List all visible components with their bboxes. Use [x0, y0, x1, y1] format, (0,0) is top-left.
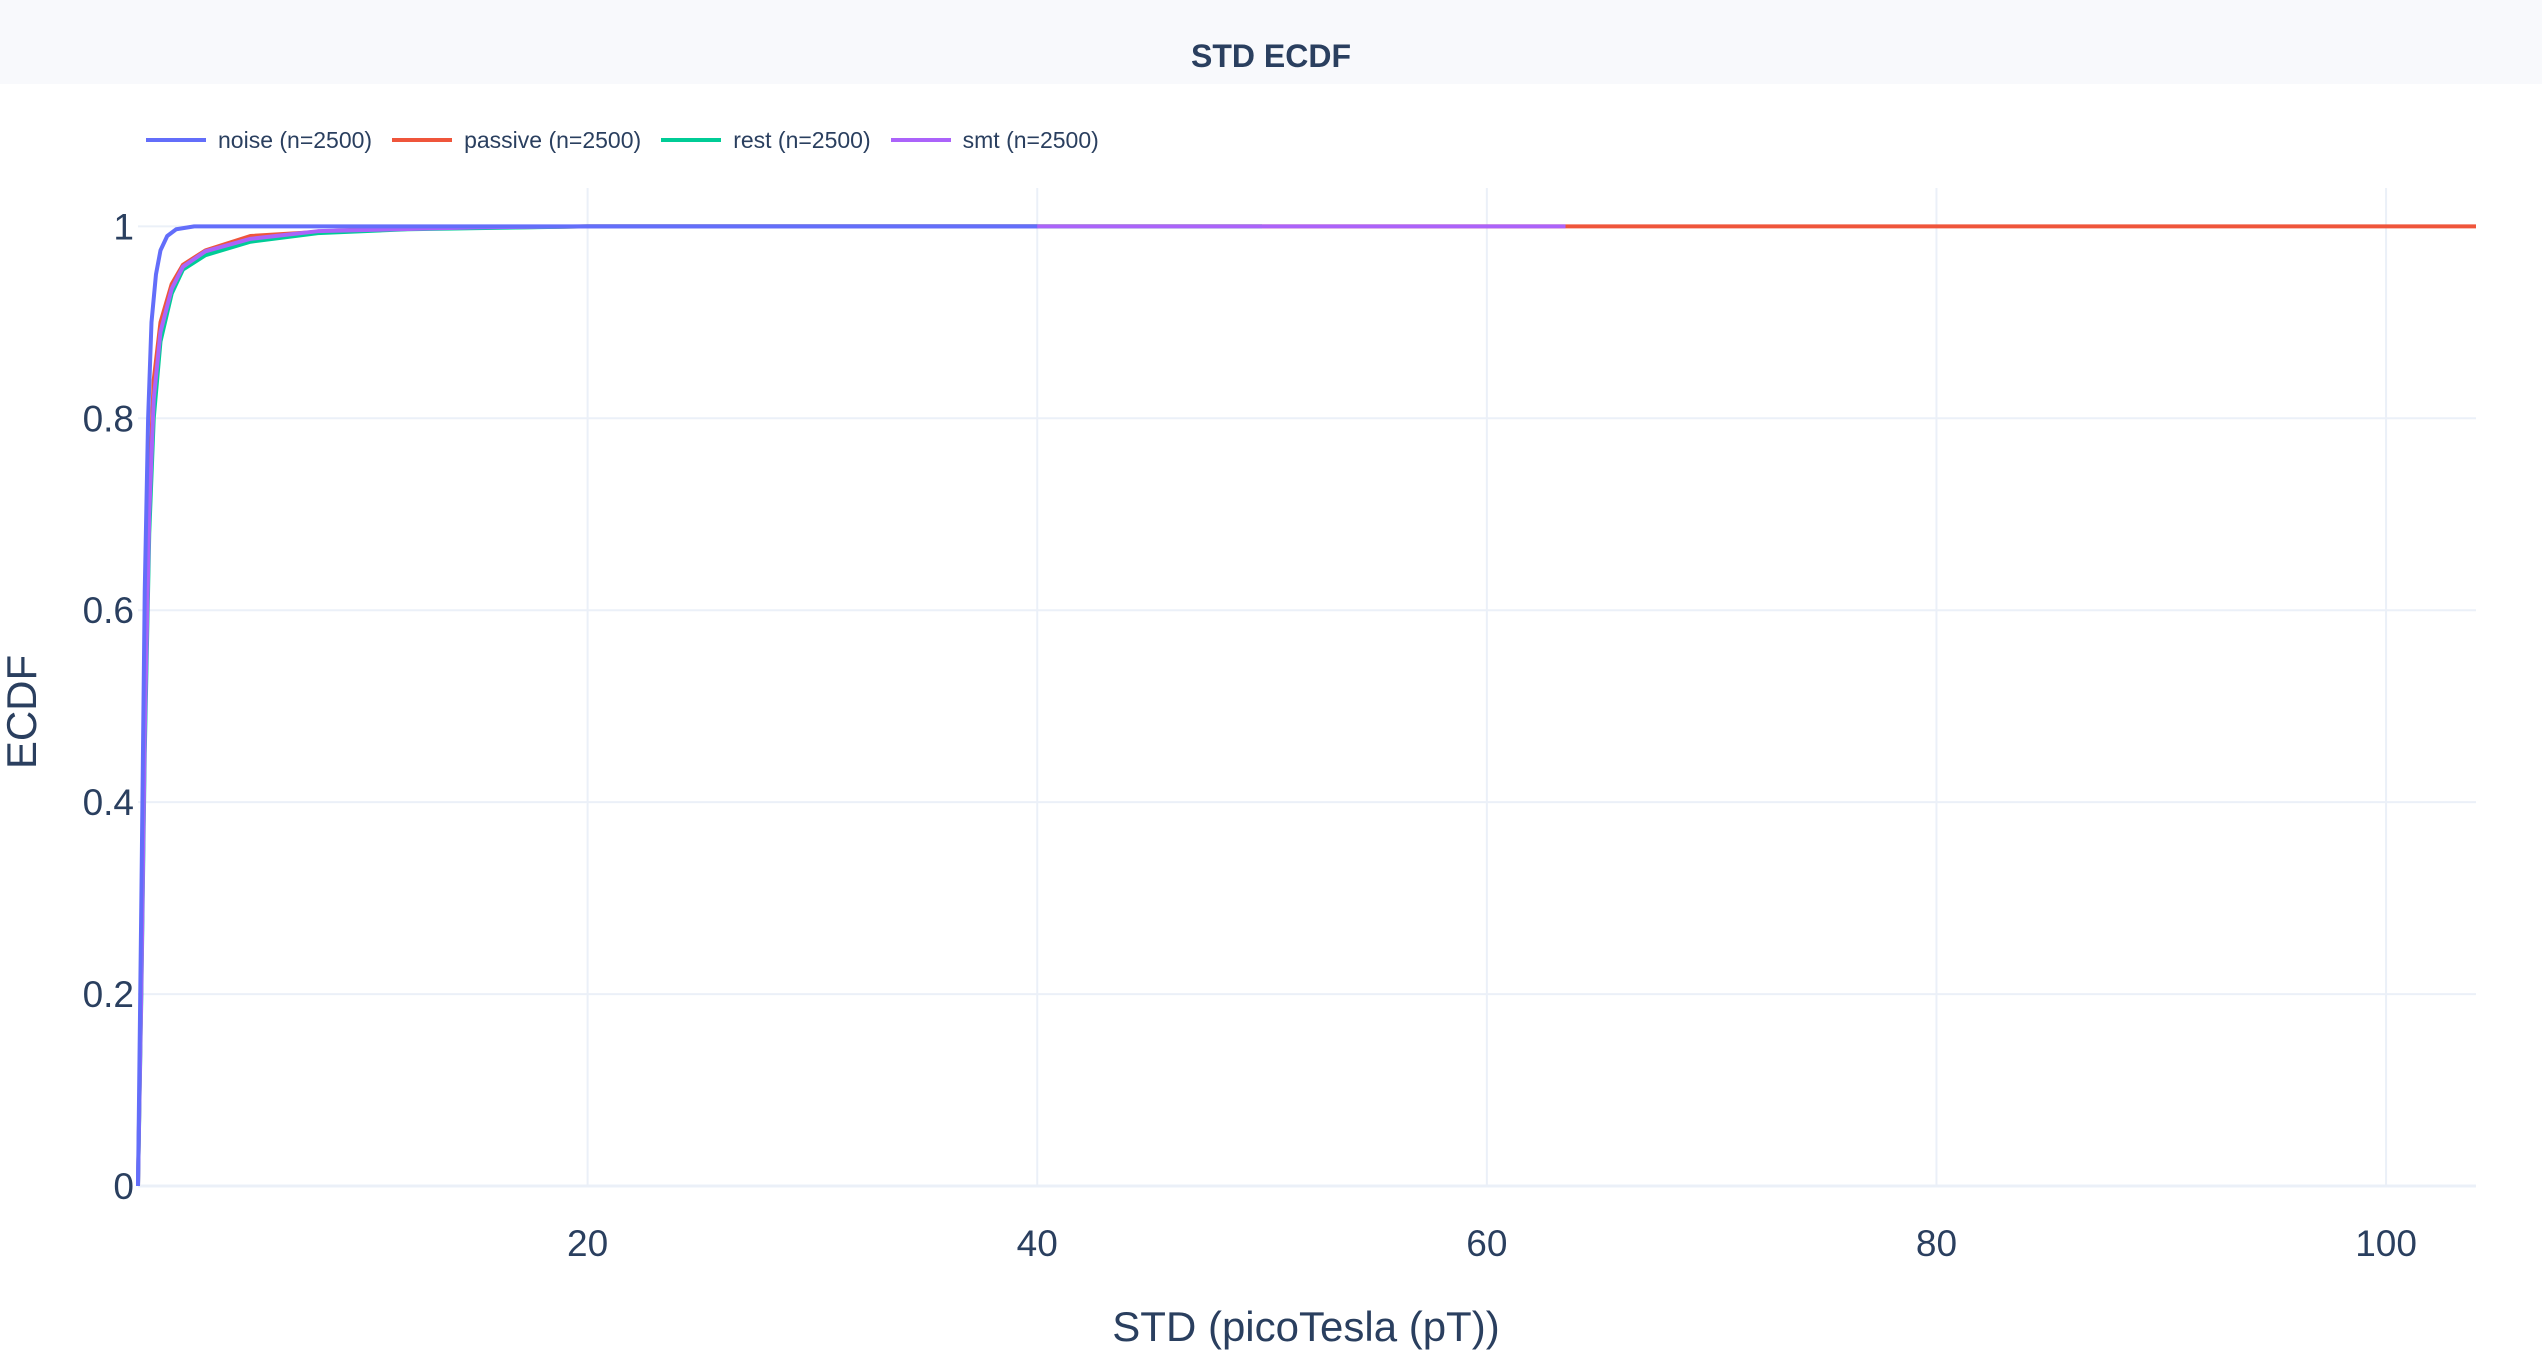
- x-tick-label: 60: [1466, 1223, 1507, 1264]
- legend-label-smt: smt (n=2500): [962, 126, 1099, 153]
- legend-swatch-passive: [392, 138, 453, 142]
- series-line-smt[interactable]: [136, 224, 1566, 1187]
- x-axis-title: STD (picoTesla (pT)): [1112, 1303, 1499, 1350]
- series-line-noise[interactable]: [136, 224, 1038, 1187]
- legend-label-rest: rest (n=2500): [733, 126, 871, 153]
- grid-layer: [138, 188, 2476, 1188]
- x-tick-label: 80: [1916, 1223, 1957, 1264]
- x-tick-label: 100: [2355, 1223, 2417, 1264]
- legend: noise (n=2500) passive (n=2500) rest (n=…: [146, 122, 1119, 158]
- legend-swatch-rest: [661, 138, 722, 142]
- legend-swatch-smt: [890, 138, 951, 142]
- tick-layer: 0 0.2 0.4 0.6 0.8 1 20 40 60 80 100: [83, 206, 2417, 1264]
- chart-title: STD ECDF: [1191, 38, 1351, 74]
- legend-item-passive[interactable]: passive (n=2500): [392, 127, 641, 154]
- y-tick-label: 0.6: [83, 590, 134, 631]
- y-tick-label: 0.2: [83, 974, 134, 1015]
- series-line-rest[interactable]: [136, 224, 1263, 1187]
- legend-item-rest[interactable]: rest (n=2500): [661, 126, 871, 154]
- legend-label-passive: passive (n=2500): [464, 126, 642, 153]
- y-tick-label: 0.4: [83, 782, 134, 823]
- legend-label-noise: noise (n=2500): [218, 126, 373, 153]
- legend-item-noise[interactable]: noise (n=2500): [146, 127, 372, 154]
- y-tick-label: 0.8: [83, 398, 134, 439]
- series-layer: [136, 224, 2476, 1187]
- title-band: [0, 0, 2542, 84]
- x-tick-label: 40: [1017, 1223, 1058, 1264]
- y-tick-label: 1: [113, 206, 134, 247]
- y-axis-title: ECDF: [0, 655, 45, 769]
- y-tick-label: 0: [113, 1166, 134, 1207]
- legend-swatch-noise: [146, 138, 206, 142]
- series-line-passive[interactable]: [136, 224, 2476, 1187]
- legend-item-smt[interactable]: smt (n=2500): [890, 126, 1099, 154]
- x-tick-label: 20: [567, 1223, 608, 1264]
